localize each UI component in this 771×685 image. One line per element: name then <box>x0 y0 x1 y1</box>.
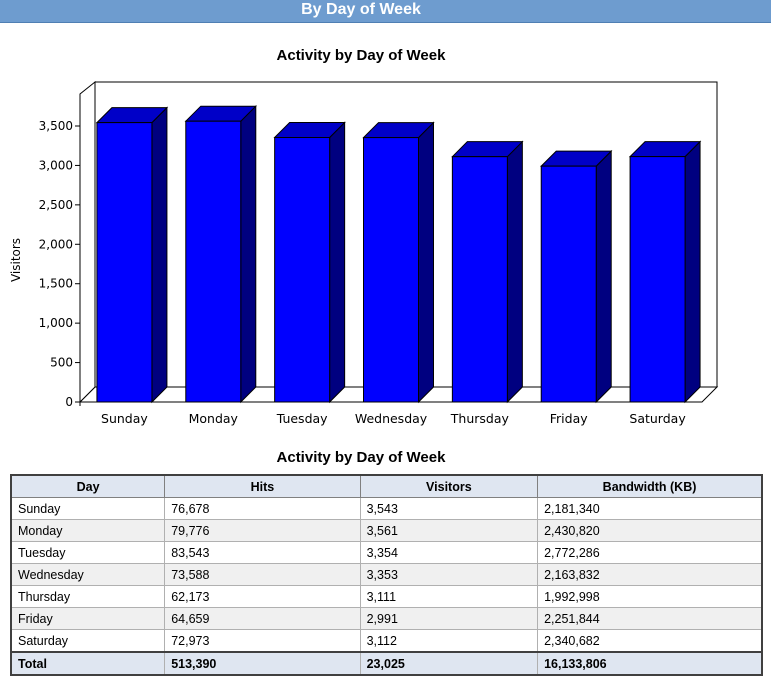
bar-front <box>96 122 153 403</box>
cell-hits: 64,659 <box>164 607 361 630</box>
cell-visitors: 3,111 <box>359 585 539 608</box>
cell-bandwidth: 2,251,844 <box>537 607 764 630</box>
table-title: Activity by Day of Week <box>276 449 446 466</box>
bar-side <box>595 149 612 404</box>
y-tick-label: 500 <box>50 356 73 370</box>
bar-side <box>151 106 168 404</box>
cell-visitors: 3,353 <box>359 563 539 586</box>
y-axis-label: Visitors <box>9 238 23 282</box>
header-visitors: Visitors <box>359 474 539 498</box>
bar-saturday <box>628 140 702 404</box>
bar-side <box>506 140 523 404</box>
table-row: Thursday 62,173 3,111 1,992,998 <box>10 585 764 608</box>
bar-front <box>540 165 597 403</box>
bar-side <box>684 140 701 404</box>
activity-table: Day Hits Visitors Bandwidth (KB) Sunday … <box>10 474 764 676</box>
cell-bandwidth: 2,340,682 <box>537 629 764 653</box>
x-axis: Sunday Monday Tuesday Wednesday Thursday Frid… <box>101 411 686 426</box>
y-tick-label: 2,500 <box>39 198 73 212</box>
x-tick-label: Thursday <box>450 411 510 426</box>
table-row: Tuesday 83,543 3,354 2,772,286 <box>10 541 764 564</box>
total-hits: 513,390 <box>164 651 361 676</box>
cell-day: Sunday <box>10 497 166 520</box>
bar-front <box>185 120 242 403</box>
bar-side <box>240 104 257 404</box>
x-tick-label: Friday <box>550 411 588 426</box>
x-tick-label: Tuesday <box>276 411 328 426</box>
cell-hits: 72,973 <box>164 629 361 653</box>
cell-bandwidth: 2,430,820 <box>537 519 764 542</box>
cell-day: Friday <box>10 607 166 630</box>
total-visitors: 23,025 <box>359 651 539 676</box>
section-title: By Day of Week <box>301 1 421 18</box>
bar-front <box>451 156 508 403</box>
y-tick-label: 0 <box>65 395 73 409</box>
table-row: Saturday 72,973 3,112 2,340,682 <box>10 629 764 653</box>
y-tick-label: 3,000 <box>39 158 73 172</box>
cell-hits: 73,588 <box>164 563 361 586</box>
total-bandwidth: 16,133,806 <box>537 651 764 676</box>
y-tick-label: 1,000 <box>39 316 73 330</box>
x-tick-label: Sunday <box>101 411 148 426</box>
cell-visitors: 3,112 <box>359 629 539 653</box>
bar-thursday <box>451 140 524 404</box>
cell-visitors: 2,991 <box>359 607 539 630</box>
bar-wednesday <box>362 121 435 404</box>
bar-side <box>418 121 434 404</box>
cell-hits: 62,173 <box>164 585 361 608</box>
cell-day: Wednesday <box>10 563 166 586</box>
chart-left-wall <box>79 80 96 404</box>
bar-friday <box>540 149 613 404</box>
cell-bandwidth: 1,992,998 <box>537 585 764 608</box>
x-tick-label: Monday <box>189 411 239 426</box>
bar-side <box>329 121 346 404</box>
table-header-row: Day Hits Visitors Bandwidth (KB) <box>10 474 764 498</box>
section-banner: By Day of Week <box>0 0 771 23</box>
cell-bandwidth: 2,772,286 <box>537 541 764 564</box>
table-row: Friday 64,659 2,991 2,251,844 <box>10 607 764 630</box>
cell-visitors: 3,354 <box>359 541 539 564</box>
bar-sunday <box>95 106 169 404</box>
bar-monday <box>184 104 257 404</box>
cell-day: Thursday <box>10 585 166 608</box>
cell-day: Saturday <box>10 629 166 653</box>
cell-hits: 76,678 <box>164 497 361 520</box>
table-row: Monday 79,776 3,561 2,430,820 <box>10 519 764 542</box>
header-day: Day <box>10 474 166 498</box>
bar-front <box>274 137 331 403</box>
header-hits: Hits <box>164 474 361 498</box>
bar-chart: 0 500 1,000 1,500 2,000 2,500 3,000 3,500 Sunda… <box>9 80 719 426</box>
chart-title: Activity by Day of Week <box>276 47 446 64</box>
bar-front <box>363 137 419 403</box>
table-row: Sunday 76,678 3,543 2,181,340 <box>10 497 764 520</box>
cell-visitors: 3,561 <box>359 519 539 542</box>
cell-hits: 79,776 <box>164 519 361 542</box>
bars <box>95 104 702 404</box>
x-tick-label: Saturday <box>629 411 686 426</box>
header-bandwidth: Bandwidth (KB) <box>537 474 764 498</box>
x-tick-label: Wednesday <box>355 411 428 426</box>
cell-day: Monday <box>10 519 166 542</box>
y-tick-label: 3,500 <box>39 119 73 133</box>
cell-day: Tuesday <box>10 541 166 564</box>
cell-hits: 83,543 <box>164 541 361 564</box>
bar-tuesday <box>273 121 346 404</box>
total-label: Total <box>10 651 166 676</box>
bar-front <box>629 156 686 403</box>
cell-bandwidth: 2,163,832 <box>537 563 764 586</box>
cell-bandwidth: 2,181,340 <box>537 497 764 520</box>
cell-visitors: 3,543 <box>359 497 539 520</box>
y-tick-label: 1,500 <box>39 277 73 291</box>
table-row: Wednesday 73,588 3,353 2,163,832 <box>10 563 764 586</box>
y-tick-label: 2,000 <box>39 237 73 251</box>
table-total-row: Total 513,390 23,025 16,133,806 <box>10 651 764 676</box>
